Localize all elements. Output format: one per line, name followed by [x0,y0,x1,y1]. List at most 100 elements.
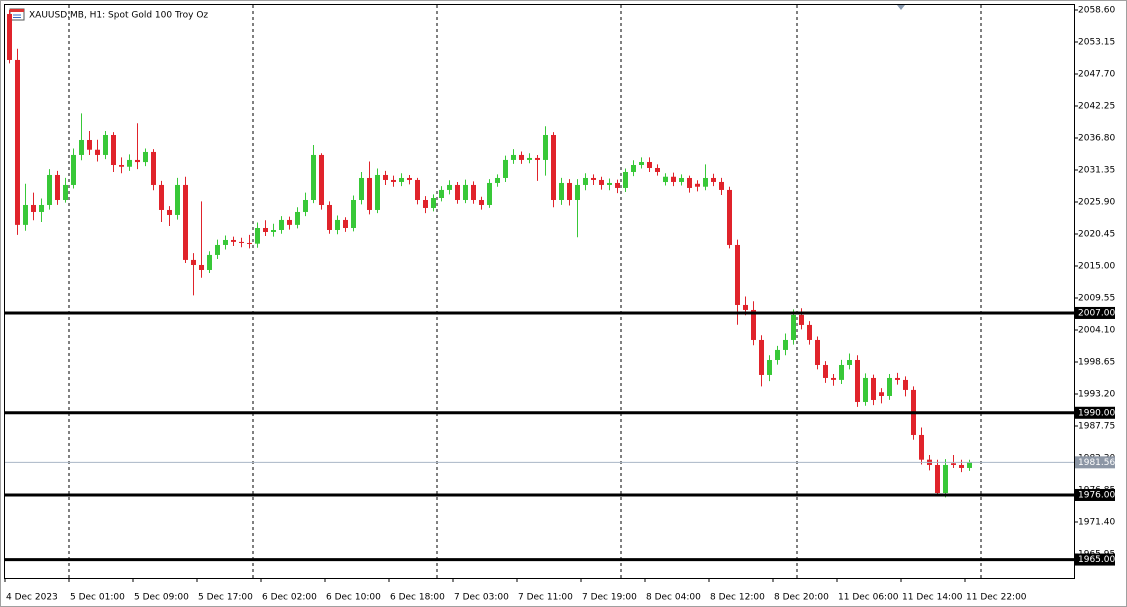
candle-body [223,239,228,245]
candle-body [935,464,940,493]
candle-body [967,462,972,468]
candle-body [95,149,100,155]
candle-body [103,134,108,155]
candle-body [727,189,732,245]
y-tick-label: 2047.70 [1078,69,1115,79]
candle-body [679,177,684,182]
x-tick-label: 8 Dec 04:00 [646,593,701,603]
candle-body [831,377,836,380]
candle-body [231,239,236,242]
candle-body [839,364,844,380]
candle-body [855,359,860,402]
x-tick-label: 11 Dec 06:00 [838,593,899,603]
candle-body [903,379,908,390]
candle-body [431,197,436,208]
candle-body [119,164,124,167]
candle-body [359,177,364,200]
candle-body [447,184,452,190]
x-tick-label: 11 Dec 14:00 [902,593,963,603]
y-tick-label: 2015.00 [1078,261,1115,271]
candle-body [39,204,44,212]
candle-body [335,219,340,230]
y-tick-label: 1993.20 [1078,389,1115,399]
shift-marker [897,5,905,10]
candle-body [751,309,756,340]
candle-body [879,392,884,396]
y-tick-label: 2020.45 [1078,229,1115,239]
candle-body [367,177,372,210]
candle-body [535,157,540,160]
candle-body [343,219,348,228]
candle-body [863,377,868,402]
candle-body [743,304,748,310]
candle-body [391,179,396,182]
candle-body [407,177,412,180]
candle-body [399,177,404,182]
candle-body [319,154,324,205]
x-tick-label: 5 Dec 17:00 [198,593,253,603]
candle-body [351,199,356,228]
candle-body [815,339,820,365]
x-tick-label: 7 Dec 19:00 [582,593,637,603]
candle-body [807,324,812,340]
candle-body [151,151,156,185]
level-label: 1965.00 [1078,555,1115,565]
candle-body [415,179,420,200]
candle-body [663,176,668,183]
y-tick-label: 1998.65 [1078,357,1115,367]
candle-body [303,199,308,212]
y-tick-label: 2036.80 [1078,133,1115,143]
candle-body [711,177,716,182]
candle-body [607,182,612,185]
candle-body [703,177,708,187]
candle-body [559,182,564,200]
candle-body [327,204,332,230]
candle-body [199,264,204,270]
candle-body [455,184,460,200]
candle-body [647,162,652,168]
candle-body [871,377,876,400]
price-label: 1981.56 [1078,458,1115,468]
y-tick-label: 2025.90 [1078,197,1115,207]
plot-area [4,4,1075,579]
candle-body [71,154,76,185]
candle-body [623,171,628,188]
level-label-box [1075,406,1115,419]
candle-body [847,359,852,365]
candle-body [7,13,12,60]
candle-body [23,204,28,225]
candle-body [959,464,964,468]
candle-body [615,182,620,188]
candle-body [255,227,260,244]
y-tick-label: 2009.55 [1078,293,1115,303]
candle-body [247,242,252,244]
level-label-box [1075,306,1115,319]
candle-body [695,183,700,187]
candle-body [135,159,140,163]
candle-body [511,154,516,160]
candle-body [191,259,196,265]
candle-body [775,349,780,360]
level-label-box [1075,488,1115,501]
level-label: 2007.00 [1078,308,1115,318]
x-tick-label: 6 Dec 02:00 [262,593,317,603]
candle-body [487,182,492,205]
y-tick-label: 1971.40 [1078,517,1115,527]
candle-body [311,154,316,200]
candle-body [495,177,500,183]
candle-body [15,59,20,225]
candle-body [127,159,132,167]
candle-body [295,211,300,225]
y-tick-label: 2053.15 [1078,37,1115,47]
candle-body [63,184,68,200]
candle-body [895,377,900,380]
level-label: 1990.00 [1078,408,1115,418]
y-tick-label: 1987.75 [1078,421,1115,431]
candle-body [551,134,556,200]
candle-body [183,184,188,260]
x-tick-label: 7 Dec 11:00 [518,593,573,603]
candle-body [87,139,92,150]
candle-body [143,151,148,163]
candle-body [943,464,948,493]
